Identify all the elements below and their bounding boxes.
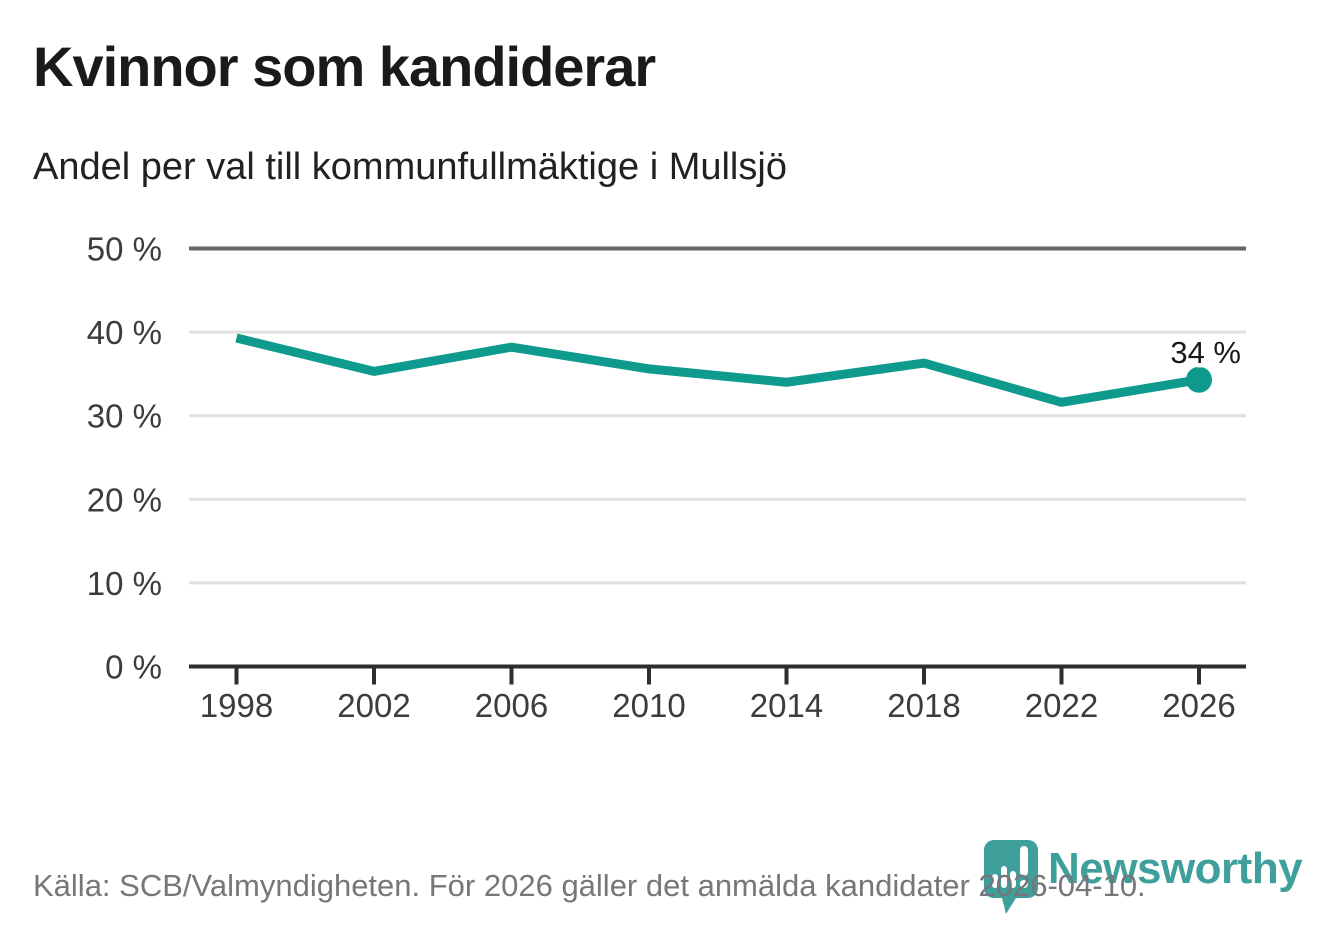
y-axis-tick-label: 10 % — [87, 565, 162, 602]
page-subtitle: Andel per val till kommunfullmäktige i M… — [33, 146, 787, 188]
page-title: Kvinnor som kandiderar — [33, 35, 656, 98]
x-axis-tick-label: 2006 — [475, 687, 548, 724]
end-point-marker — [1186, 366, 1212, 393]
x-axis-tick-label: 2014 — [750, 687, 823, 724]
x-axis-tick-label: 2010 — [612, 687, 685, 724]
data-line — [235, 333, 1200, 407]
newsworthy-logo: Newsworthy — [982, 838, 1303, 916]
x-axis-tick-label: 1998 — [200, 687, 273, 724]
y-axis-tick-label: 30 % — [87, 398, 162, 435]
x-axis-tick-label: 2026 — [1162, 687, 1235, 724]
x-axis-tick-label: 2018 — [887, 687, 960, 724]
end-value-label: 34 % — [1170, 335, 1241, 370]
source-note: Källa: SCB/Valmyndigheten. För 2026 gäll… — [33, 868, 1146, 903]
y-axis-tick-label: 40 % — [87, 314, 162, 351]
x-axis-tick-label: 2022 — [1025, 687, 1098, 724]
newsworthy-wordmark: Newsworthy — [1048, 844, 1303, 893]
y-axis-tick-label: 0 % — [105, 649, 162, 686]
y-axis-tick-label: 50 % — [87, 231, 162, 268]
x-axis-tick-label: 2002 — [337, 687, 410, 724]
y-axis-tick-label: 20 % — [87, 481, 162, 518]
newsworthy-pin-barchart-icon — [984, 840, 1038, 914]
